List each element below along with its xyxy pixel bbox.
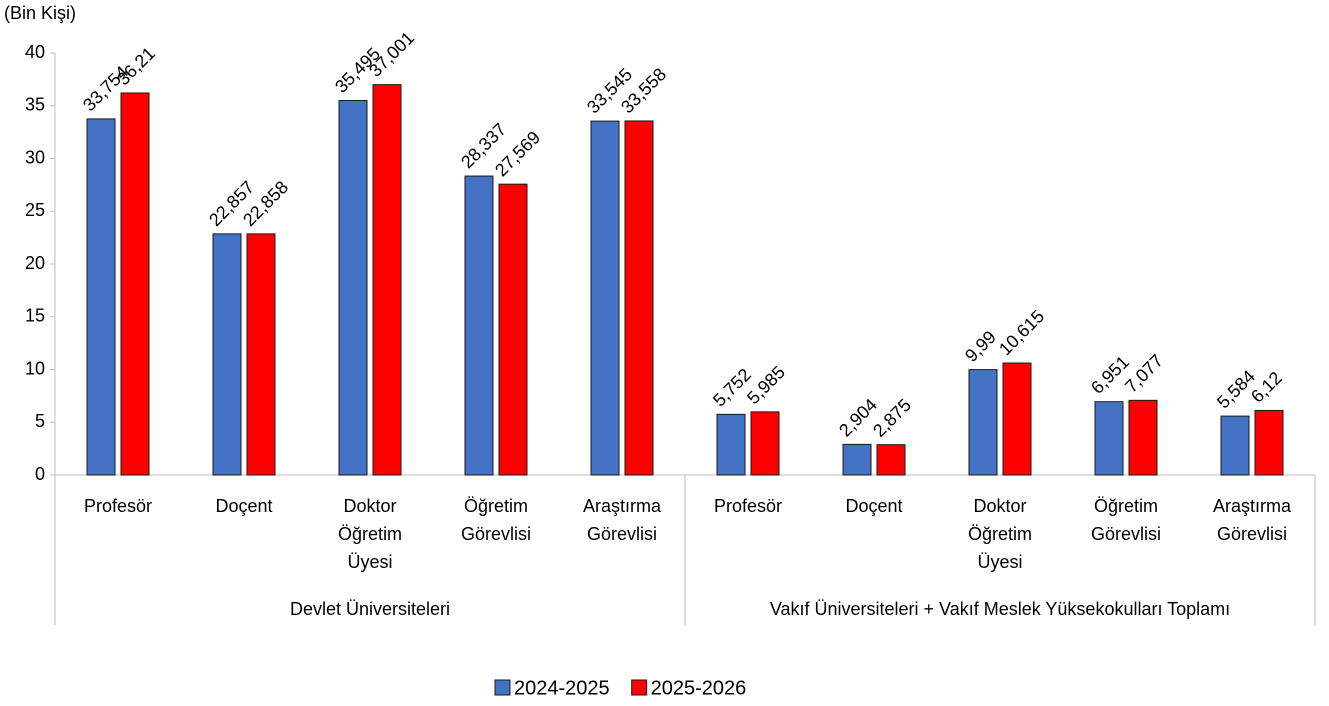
y-tick-label: 5 [35, 411, 45, 431]
bar [246, 233, 276, 476]
bar [212, 233, 242, 476]
group-label: Devlet Üniversiteleri [290, 599, 450, 619]
y-tick-label: 10 [25, 358, 45, 378]
bar [968, 369, 998, 476]
legend-label: 2024-2025 [514, 677, 610, 699]
data-label: 2,875 [869, 395, 915, 441]
x-tick-label: Öğretim Görevlisi [1091, 496, 1161, 544]
data-label: 9,99 [961, 327, 1000, 366]
x-tick-label: Araştırma Görevlisi [1213, 496, 1292, 544]
y-tick-label: 30 [25, 147, 45, 167]
x-tick-label: Doktor Öğretim Üyesi [968, 496, 1032, 572]
x-tick-label: Araştırma Görevlisi [583, 496, 662, 544]
bar [120, 92, 150, 476]
x-tick-label: Profesör [714, 496, 782, 516]
legend-swatch [631, 679, 648, 696]
bar [338, 100, 368, 476]
x-tick-label: Doktor Öğretim Üyesi [338, 496, 402, 572]
bar [1128, 399, 1158, 476]
data-label: 7,077 [1121, 351, 1167, 397]
bar [842, 443, 872, 476]
data-label: 6,12 [1247, 368, 1286, 407]
y-tick-label: 25 [25, 200, 45, 220]
data-label: 2,904 [835, 395, 881, 441]
bar [1220, 415, 1250, 476]
x-tick-label: Profesör [84, 496, 152, 516]
data-label: 6,951 [1087, 352, 1133, 398]
bar [624, 120, 654, 476]
bar [498, 183, 528, 476]
y-axis-label: (Bin Kişi) [4, 3, 76, 23]
bar [590, 120, 620, 476]
bar [1254, 409, 1284, 476]
x-tick-label: Doçent [215, 496, 272, 516]
legend-label: 2025-2026 [651, 677, 747, 699]
bar [86, 118, 116, 476]
bar [372, 84, 402, 476]
bar [716, 413, 746, 476]
data-label: 5,985 [743, 362, 789, 408]
bar [876, 444, 906, 476]
y-tick-label: 0 [35, 464, 45, 484]
bar [750, 411, 780, 476]
y-tick-label: 15 [25, 306, 45, 326]
y-tick-label: 20 [25, 253, 45, 273]
bar [1094, 401, 1124, 476]
group-label: Vakıf Üniversiteleri + Vakıf Meslek Yüks… [770, 599, 1230, 619]
y-tick-label: 35 [25, 95, 45, 115]
bar [464, 175, 494, 476]
bar [1002, 362, 1032, 476]
x-tick-label: Öğretim Görevlisi [461, 496, 531, 544]
legend-swatch [494, 679, 511, 696]
data-label: 10,615 [995, 306, 1048, 359]
x-tick-label: Doçent [845, 496, 902, 516]
y-tick-label: 40 [25, 42, 45, 62]
